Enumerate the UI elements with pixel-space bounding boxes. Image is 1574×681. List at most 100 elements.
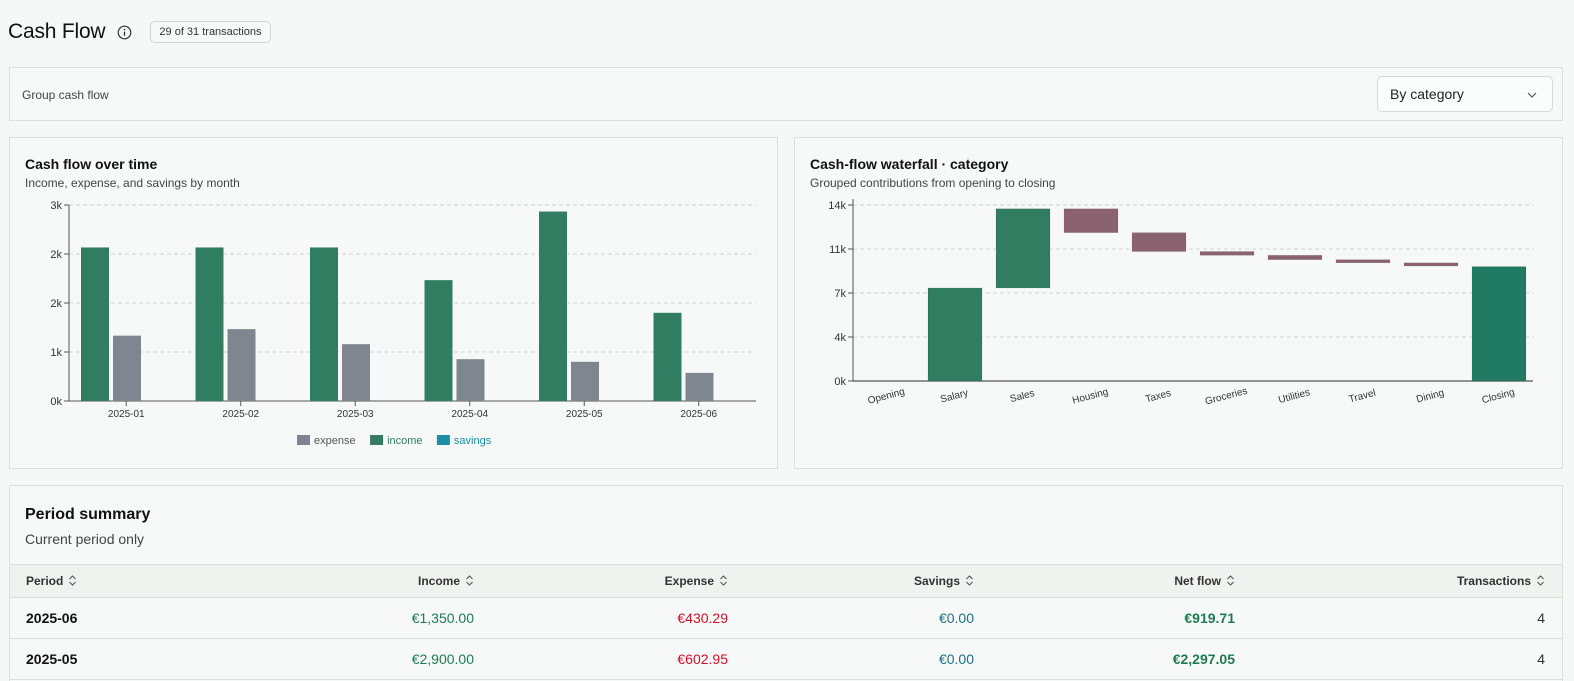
legend-label: expense <box>314 435 356 447</box>
income-bar <box>653 312 682 401</box>
cash-flow-over-time-card: Cash flow over time Income, expense, and… <box>9 137 778 469</box>
x-tick-label: 2025-05 <box>566 409 603 420</box>
y-tick-label: 0k <box>834 376 846 388</box>
legend-label: income <box>387 435 422 447</box>
chart-title: Cash flow over time <box>25 156 158 172</box>
cell-net-flow: €2,297.05 <box>1172 651 1235 667</box>
x-tick-label: Closing <box>1481 387 1516 406</box>
x-tick-label: Groceries <box>1204 386 1249 408</box>
waterfall-bar <box>1403 262 1459 267</box>
y-tick-label: 1k <box>50 347 62 359</box>
waterfall-bar <box>1199 251 1255 256</box>
legend-label: savings <box>454 435 492 447</box>
expense-bar <box>456 359 485 401</box>
x-tick-label: Sales <box>1009 388 1036 405</box>
column-header-income[interactable]: Income <box>260 565 490 598</box>
y-tick-label: 2k <box>50 249 62 261</box>
summary-title: Period summary <box>25 506 151 523</box>
x-tick-label: 2025-03 <box>337 409 374 420</box>
x-tick-label: Opening <box>867 386 906 406</box>
expense-bar <box>342 344 370 401</box>
waterfall-bar <box>995 208 1051 289</box>
legend-swatch <box>297 435 310 445</box>
column-header-transactions[interactable]: Transactions <box>1251 565 1562 598</box>
income-bar <box>424 280 453 401</box>
cell-period: 2025-06 <box>26 610 78 626</box>
income-bar <box>195 247 224 401</box>
column-header-period[interactable]: Period <box>10 565 260 598</box>
cell-savings: €0.00 <box>938 651 974 667</box>
y-tick-label: 4k <box>834 332 846 344</box>
waterfall-bar <box>1471 266 1527 382</box>
cash-flow-waterfall-chart: 0k 4k 7k 11k 14k Opening Salary Sales Housing Tax… <box>828 199 1533 408</box>
cell-transactions: 4 <box>1537 610 1545 626</box>
page-title: Cash Flow <box>8 20 106 43</box>
sort-icon <box>465 575 474 586</box>
x-tick-label: 2025-06 <box>680 409 717 420</box>
sort-icon <box>719 575 728 586</box>
cell-period: 2025-05 <box>26 651 78 667</box>
expense-bar <box>685 372 714 401</box>
table-row[interactable]: 2025-06 €1,350.00 €430.29 €0.00 €919.71 … <box>10 598 1562 639</box>
y-tick-label: 11k <box>829 244 846 256</box>
expense-bar <box>113 335 141 401</box>
waterfall-bar <box>1063 208 1119 233</box>
income-bar <box>539 211 567 401</box>
legend-swatch <box>436 435 450 445</box>
x-tick-label: Dining <box>1415 388 1445 406</box>
legend-swatch <box>370 435 384 445</box>
cell-income: €2,900.00 <box>411 651 474 667</box>
y-tick-label: 3k <box>50 200 62 212</box>
x-tick-label: 2025-04 <box>451 409 488 420</box>
cell-savings: €0.00 <box>938 610 974 626</box>
page-header: Cash Flow 29 of 31 transactions <box>8 18 271 46</box>
column-header-expense[interactable]: Expense <box>490 565 744 598</box>
y-tick-label: 2k <box>50 298 62 310</box>
cell-income: €1,350.00 <box>411 610 474 626</box>
cell-expense: €430.29 <box>677 610 728 626</box>
y-tick-label: 7k <box>834 288 846 300</box>
waterfall-bar <box>1267 254 1323 260</box>
table-header-row: Period Income Expense Savings Net flow T… <box>10 564 1562 598</box>
info-icon[interactable] <box>117 25 132 40</box>
waterfall-bar <box>1131 232 1187 252</box>
table-row[interactable]: 2025-05 €2,900.00 €602.95 €0.00 €2,297.0… <box>10 639 1562 680</box>
sort-icon <box>1226 575 1235 586</box>
chart-subtitle: Grouped contributions from opening to cl… <box>810 176 1056 190</box>
sort-icon <box>68 575 77 586</box>
period-summary-table: Period Income Expense Savings Net flow T… <box>10 564 1562 680</box>
x-tick-label: Travel <box>1348 388 1377 406</box>
x-tick-label: 2025-01 <box>108 409 145 420</box>
y-tick-label: 0k <box>50 396 62 408</box>
x-tick-label: Taxes <box>1144 388 1172 405</box>
transaction-count-badge: 29 of 31 transactions <box>150 21 271 43</box>
waterfall-bar <box>927 287 983 382</box>
x-tick-label: Housing <box>1071 387 1109 407</box>
expense-bar <box>227 329 256 401</box>
group-by-select-value: By category <box>1390 86 1464 102</box>
waterfall-bar <box>1335 259 1391 264</box>
cash-flow-time-chart: 0k 1k 2k 2k 3k 2025-01 2025-02 2025-03 2025-04 20… <box>50 200 756 447</box>
cell-expense: €602.95 <box>677 651 728 667</box>
group-cash-flow-bar: Group cash flow By category <box>9 67 1563 121</box>
group-label: Group cash flow <box>22 88 109 102</box>
x-tick-label: 2025-02 <box>222 409 259 420</box>
income-bar <box>81 247 109 401</box>
column-header-savings[interactable]: Savings <box>744 565 990 598</box>
chart-title: Cash-flow waterfall · category <box>810 156 1009 172</box>
cell-net-flow: €919.71 <box>1184 610 1235 626</box>
sort-icon <box>1536 575 1545 586</box>
group-by-select[interactable]: By category <box>1377 76 1553 112</box>
column-header-net-flow[interactable]: Net flow <box>990 565 1251 598</box>
period-summary-card: Period summary Current period only Perio… <box>9 485 1563 681</box>
summary-subtitle: Current period only <box>25 531 145 547</box>
expense-bar <box>571 361 599 401</box>
chart-subtitle: Income, expense, and savings by month <box>25 176 240 190</box>
cell-transactions: 4 <box>1537 651 1545 667</box>
y-tick-label: 14k <box>828 200 846 212</box>
x-tick-label: Utilities <box>1277 387 1311 406</box>
sort-icon <box>965 575 974 586</box>
income-bar <box>310 247 338 401</box>
cash-flow-waterfall-card: Cash-flow waterfall · category Grouped c… <box>794 137 1563 469</box>
x-tick-label: Salary <box>939 388 969 406</box>
